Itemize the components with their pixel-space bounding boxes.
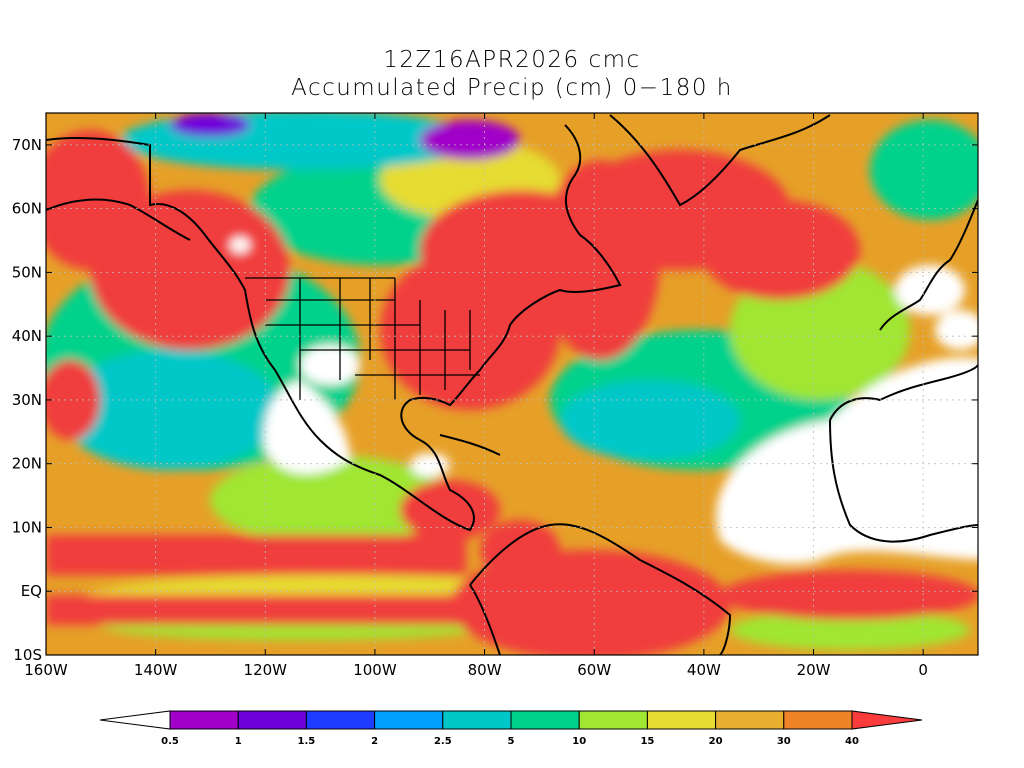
coast-greenland (609, 114, 831, 207)
lat-tick-label: EQ (21, 582, 42, 600)
colorbar-label: 20 (709, 736, 723, 747)
colorbar-segment-max (851, 710, 923, 730)
field-purple-arctic2 (170, 113, 250, 137)
colorbar-label: 40 (845, 736, 859, 747)
colorbar-label: 2.5 (434, 736, 452, 747)
coast-europe (879, 199, 978, 331)
map-frame (45, 112, 979, 656)
colorbar-segment (510, 710, 580, 730)
field-red-iceland (700, 200, 860, 300)
lon-tick-label: 60W (577, 661, 611, 679)
field-green-epac (210, 455, 450, 545)
lat-tick-label: 50N (12, 263, 42, 281)
field-white-spain (895, 265, 965, 315)
field-white-baja (263, 380, 350, 474)
field-red-itcz1 (46, 535, 466, 575)
field-cyan-catl (560, 380, 740, 460)
field-white-med (935, 310, 978, 350)
lat-tick-label: 40N (12, 327, 42, 345)
lat-tick-label: 30N (12, 391, 42, 409)
field-white-mexico (300, 345, 360, 385)
colorbar-label: 2 (371, 736, 378, 747)
colorbar-segment (646, 710, 717, 730)
lon-tick-label: 100W (353, 661, 397, 679)
field-purple-arctic (420, 120, 520, 160)
colorbar-segment (442, 710, 512, 730)
lat-tick-label: 20N (12, 455, 42, 473)
precip-field (46, 113, 978, 655)
colorbar-segment (715, 710, 785, 730)
colorbar-segment (237, 710, 307, 730)
lat-tick-label: 70N (12, 136, 42, 154)
colorbar-label: 15 (640, 736, 654, 747)
coast-cuba (439, 434, 501, 456)
colorbar-segment (374, 710, 444, 730)
lon-tick-label: 140W (134, 661, 178, 679)
lon-tick-label: 160W (24, 661, 68, 679)
coastlines (46, 114, 978, 655)
grid (46, 113, 978, 655)
colorbar: 0.5 1 1.5 2 2.5 5 10 15 20 30 40 (99, 710, 923, 747)
lat-tick-label: 10S (13, 646, 42, 664)
lon-tick-label: 40W (687, 661, 721, 679)
lon-tick-label: 120W (244, 661, 288, 679)
colorbar-label: 30 (777, 736, 791, 747)
field-red-centam (400, 480, 500, 540)
coast-alaska (46, 198, 191, 241)
colorbar-segment-min (99, 710, 171, 730)
field-white-bc (230, 237, 250, 253)
field-red-westpac (46, 360, 100, 440)
field-red-itcz2 (46, 595, 466, 625)
chart-subtitle: Accumulated Precip (cm) 0−180 h (291, 75, 733, 101)
field-green-europe (870, 120, 978, 220)
colorbar-label: 5 (508, 736, 515, 747)
chart-title: 12Z16APR2026 cmc (383, 47, 641, 73)
colorbar-label: 1 (235, 736, 242, 747)
axis-ticks: 160W 140W 120W 100W 80W 60W 40W 20W 0 70N 60N 50N 40… (12, 113, 978, 679)
colorbar-label: 1.5 (298, 736, 316, 747)
colorbar-segment (578, 710, 648, 730)
coast-south-america (469, 523, 732, 655)
field-white-carib (410, 453, 450, 477)
lat-tick-label: 10N (12, 518, 42, 536)
field-green-tropatl (730, 610, 970, 650)
field-red-satl (720, 570, 978, 620)
lat-tick-label: 60N (12, 200, 42, 218)
field-white-sahara (716, 357, 978, 564)
state-borders (245, 277, 480, 400)
colorbar-segment (305, 710, 376, 730)
coast-africa (829, 364, 978, 543)
colorbar-label: 0.5 (161, 736, 179, 747)
field-red-colombia (480, 520, 560, 580)
colorbar-segment (169, 710, 239, 730)
lon-tick-label: 80W (468, 661, 502, 679)
colorbar-segment (783, 710, 853, 730)
coast-north-america (46, 124, 622, 532)
lon-tick-label: 20W (797, 661, 831, 679)
lon-tick-label: 0 (918, 661, 928, 679)
field-cyan-npac (60, 350, 280, 470)
colorbar-label: 10 (572, 736, 586, 747)
